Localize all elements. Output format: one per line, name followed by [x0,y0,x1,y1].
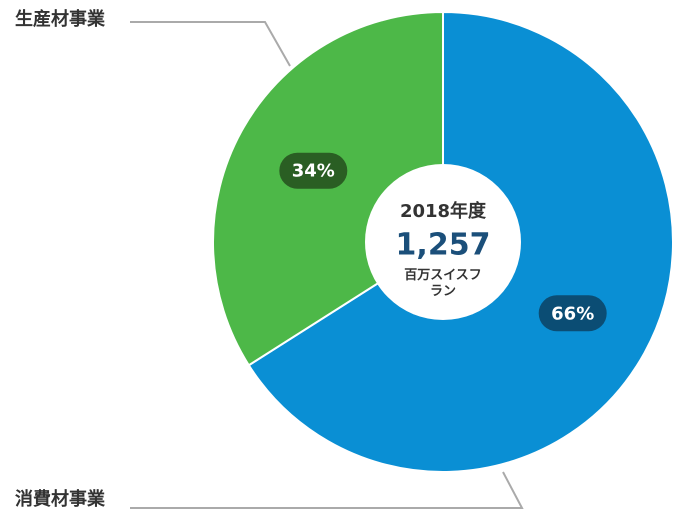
value-label: 34% [292,161,335,182]
center-value: 1,257 [396,228,491,263]
label-pill [538,295,607,332]
center-title: 2018年度 [400,200,487,222]
category-label: 生産材事業 [15,8,106,30]
leader-line [130,471,524,509]
center-unit: 百万スイスフラン [404,268,482,299]
value-label: 66% [551,303,594,324]
label-pill [279,152,348,189]
leader-line [130,21,291,67]
category-label: 消費材事業 [15,488,106,510]
center-circle [365,164,521,320]
